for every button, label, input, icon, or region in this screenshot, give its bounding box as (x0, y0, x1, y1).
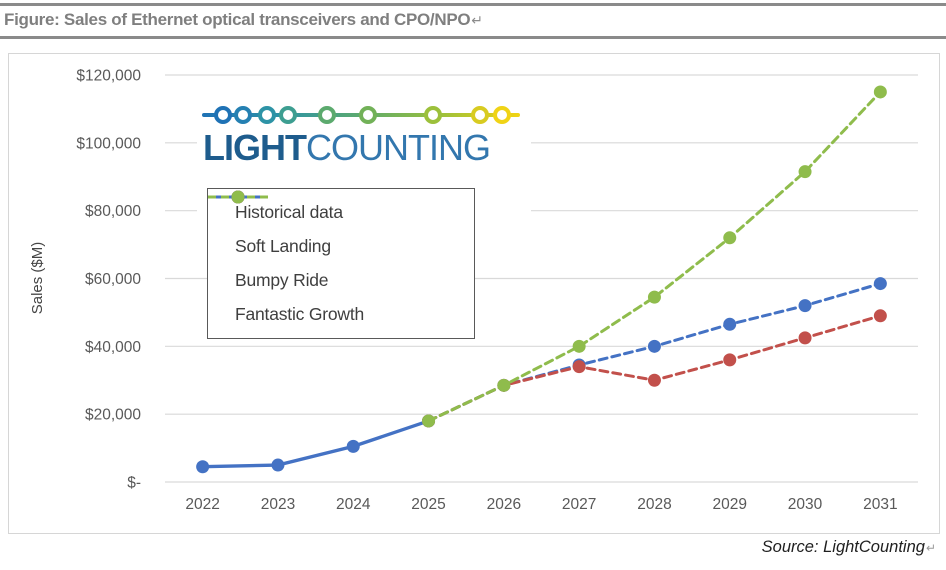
data-point-soft-landing (798, 299, 812, 313)
logo-ring-icon (278, 105, 297, 124)
logo-ring-icon (423, 105, 442, 124)
data-point-bumpy-ride (873, 309, 887, 323)
y-axis-tick-label: $60,000 (85, 271, 141, 288)
chart-legend: Historical data Soft Landing Bumpy Ride Fan… (207, 188, 475, 339)
legend-label: Soft Landing (235, 236, 331, 256)
plot-area: $120,000 $100,000 $80,000 $60,000 $40,000 $20… (76, 68, 918, 513)
y-axis-tick-label: $20,000 (85, 407, 141, 424)
data-point-bumpy-ride (723, 353, 737, 367)
legend-label: Fantastic Growth (235, 304, 365, 324)
data-point-bumpy-ride (647, 373, 661, 387)
logo-ring-icon (470, 105, 489, 124)
logo-wordmark: LIGHTCOUNTING (203, 127, 491, 169)
legend-item-bumpy-ride: Bumpy Ride (208, 190, 474, 291)
logo-circles-strip (197, 102, 531, 128)
logo-word-counting: COUNTING (305, 127, 491, 168)
header-bottom-rule (0, 36, 946, 39)
source-text: Source: LightCounting (761, 538, 925, 556)
logo-ring-icon (257, 105, 276, 124)
y-axis-tick-label: $120,000 (76, 68, 141, 85)
x-axis-tick-label: 2031 (863, 496, 897, 513)
logo-ring-icon (492, 105, 511, 124)
data-point-fantastic-growth (873, 85, 887, 99)
x-axis-tick-label: 2028 (637, 496, 671, 513)
y-axis-tick-label: $80,000 (85, 203, 141, 220)
y-axis-tick-label: $40,000 (85, 339, 141, 356)
legend-label: Bumpy Ride (235, 270, 329, 290)
data-point-historical-data (346, 439, 360, 453)
data-point-fantastic-growth (798, 165, 812, 179)
y-axis-title: Sales ($M) (29, 241, 46, 315)
logo-ring-icon (317, 105, 336, 124)
paragraph-return-mark: ↵ (471, 12, 483, 28)
data-point-fantastic-growth (497, 378, 511, 392)
y-axis-tick-label: $- (127, 475, 141, 492)
series-line-historical-data (200, 419, 431, 469)
source-note: Source: LightCounting↵ (762, 538, 936, 557)
data-point-fantastic-growth (572, 339, 586, 353)
data-point-bumpy-ride (572, 360, 586, 374)
logo-ring-icon (213, 105, 232, 124)
x-axis-tick-label: 2025 (411, 496, 445, 513)
data-point-fantastic-growth (647, 290, 661, 304)
x-axis-tick-label: 2027 (562, 496, 596, 513)
data-point-historical-data (196, 460, 210, 474)
legend-label: Historical data (235, 202, 343, 222)
data-point-soft-landing (723, 317, 737, 331)
x-axis-tick-label: 2023 (261, 496, 295, 513)
chart-frame: $120,000 $100,000 $80,000 $60,000 $40,000 $20… (8, 53, 940, 534)
legend-key-sample (208, 190, 268, 204)
source-return-mark: ↵ (925, 541, 936, 555)
logo-word-light: LIGHT (203, 127, 307, 168)
data-point-fantastic-growth (723, 231, 737, 245)
x-axis-tick-label: 2030 (788, 496, 823, 513)
data-point-soft-landing (647, 339, 661, 353)
logo-ring-icon (358, 105, 377, 124)
legend-item-fantastic-growth: Fantastic Growth (208, 190, 474, 325)
x-axis-tick-label: 2022 (185, 496, 219, 513)
series-line-bumpy-ride (427, 314, 882, 423)
figure-title: Figure: Sales of Ethernet optical transc… (4, 10, 483, 30)
y-axis-tick-label: $100,000 (76, 135, 141, 152)
figure-title-text: Figure: Sales of Ethernet optical transc… (4, 10, 471, 29)
data-point-historical-data (271, 458, 285, 472)
x-axis-tick-label: 2026 (487, 496, 521, 513)
x-axis-tick-label: 2029 (713, 496, 747, 513)
legend-item-historical-data: Historical data (208, 190, 474, 223)
data-point-bumpy-ride (798, 331, 812, 345)
legend-item-soft-landing: Soft Landing (208, 190, 474, 257)
data-point-soft-landing (873, 277, 887, 291)
header-top-rule (0, 3, 946, 6)
logo-ring-icon (233, 105, 252, 124)
data-point-fantastic-growth (422, 414, 436, 428)
x-axis-tick-label: 2024 (336, 496, 371, 513)
